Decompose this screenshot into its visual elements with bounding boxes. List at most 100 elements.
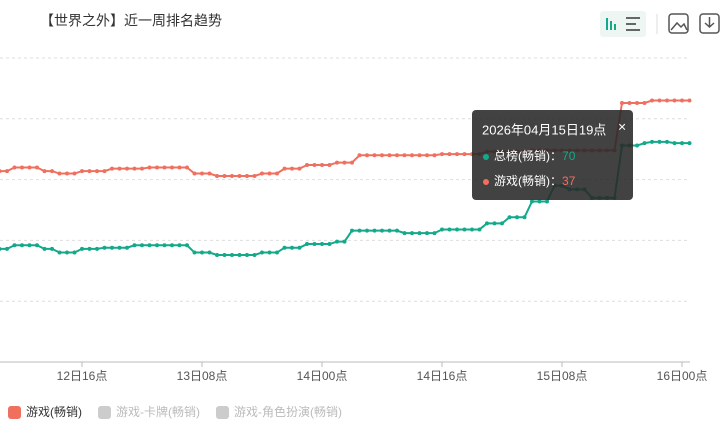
data-point [260, 250, 264, 255]
data-point [267, 171, 272, 176]
data-point [215, 173, 219, 178]
data-point [95, 246, 99, 251]
data-point [207, 171, 212, 176]
data-point [335, 160, 339, 165]
data-point [252, 252, 257, 257]
data-point [80, 246, 84, 251]
data-point [455, 152, 459, 157]
data-point [42, 246, 47, 251]
data-point [342, 160, 347, 165]
data-point [515, 215, 519, 220]
data-point [260, 171, 264, 176]
legend-swatch [216, 406, 229, 419]
tooltip-value: 37 [562, 174, 576, 188]
data-point [147, 165, 152, 170]
data-point [0, 169, 2, 174]
data-point [132, 166, 137, 171]
data-point [402, 153, 407, 158]
data-point [72, 250, 77, 255]
data-point [432, 153, 437, 158]
data-point [447, 227, 452, 232]
data-point [417, 231, 422, 236]
data-point [410, 231, 414, 236]
legend-label: 游戏-角色扮演(畅销) [234, 404, 342, 419]
data-point [327, 242, 332, 247]
data-point [42, 169, 47, 174]
chart-title: 【世界之外】近一周排名趋势 [40, 13, 222, 29]
data-point [185, 165, 189, 170]
data-point [327, 163, 332, 168]
data-point [117, 245, 122, 250]
data-point [680, 98, 684, 103]
data-point [297, 245, 302, 250]
data-point [320, 242, 324, 247]
data-point [110, 245, 114, 250]
data-point [87, 169, 92, 174]
data-point [267, 250, 272, 255]
data-point [140, 166, 144, 171]
tooltip-title: 2026年04月15日19点 [482, 122, 606, 137]
data-point [380, 228, 384, 233]
x-tick-label: 12日16点 [57, 369, 108, 383]
tooltip-value: 70 [562, 149, 576, 163]
data-point [35, 243, 39, 248]
legend-item[interactable]: 游戏-角色扮演(畅销) [216, 404, 342, 419]
data-point [222, 252, 227, 257]
data-point [380, 153, 384, 158]
data-point [230, 173, 234, 178]
tooltip-close[interactable]: × [618, 119, 626, 135]
data-point [192, 171, 197, 176]
data-point [635, 100, 639, 105]
data-point [237, 173, 242, 178]
data-point [447, 152, 452, 157]
data-point [12, 243, 17, 248]
data-point [672, 98, 677, 103]
data-point [230, 252, 234, 257]
data-point [387, 153, 392, 158]
data-point [185, 243, 189, 248]
data-point [162, 243, 167, 248]
x-tick-label: 14日00点 [297, 369, 348, 383]
data-point [72, 171, 77, 176]
legend-item[interactable]: 游戏(畅销) [8, 405, 82, 419]
legend-swatch [8, 406, 21, 419]
data-point [462, 152, 467, 157]
data-point [297, 166, 302, 171]
data-point [665, 98, 669, 103]
data-point [102, 169, 107, 174]
data-point [620, 100, 624, 105]
data-point [50, 169, 54, 174]
x-tick-label: 15日08点 [537, 369, 588, 383]
data-point [5, 246, 9, 251]
data-point [522, 215, 527, 220]
data-point [402, 231, 407, 236]
save-image[interactable] [668, 13, 689, 34]
data-point [177, 165, 182, 170]
tooltip-series-name: 游戏(畅销) [494, 174, 550, 188]
data-point [657, 139, 662, 144]
download[interactable] [699, 13, 720, 34]
data-point [305, 163, 309, 168]
data-point [395, 153, 399, 158]
tooltip-row: 游戏(畅销)：37 [494, 174, 576, 188]
legend-item[interactable]: 游戏-卡牌(畅销) [98, 405, 200, 419]
data-point [252, 173, 257, 178]
x-tick-label: 14日16点 [417, 369, 468, 383]
data-point [275, 250, 279, 255]
data-point [537, 199, 542, 204]
data-point [372, 228, 377, 233]
data-point [177, 243, 182, 248]
data-point [462, 227, 467, 232]
data-point [410, 153, 414, 158]
data-point [657, 98, 662, 103]
data-point [20, 165, 24, 170]
data-point [650, 98, 654, 103]
data-point [335, 239, 339, 244]
data-point [372, 153, 377, 158]
tooltip: 2026年04月15日19点 × 总榜(畅销)：70 游戏(畅销)：37 [472, 110, 633, 200]
data-point [87, 246, 92, 251]
data-point [477, 227, 482, 232]
legend-swatch [98, 406, 111, 419]
data-point [425, 153, 429, 158]
data-point [155, 165, 159, 170]
